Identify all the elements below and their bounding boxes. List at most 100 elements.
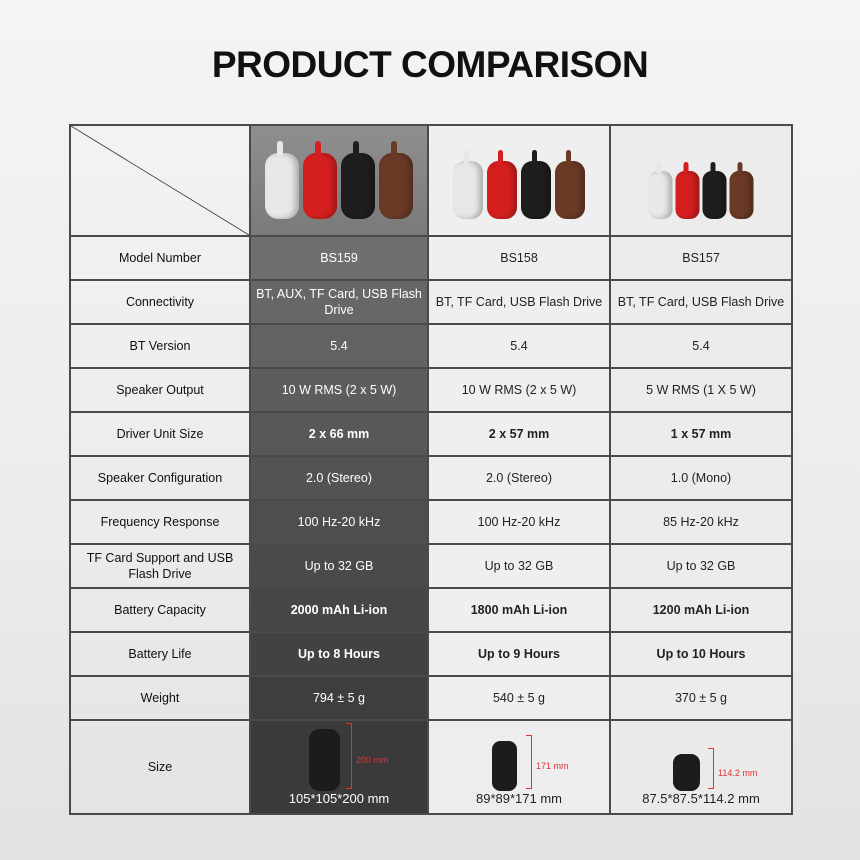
speaker-white — [265, 141, 299, 219]
table-row: Model Number BS159 BS158 BS157 — [69, 235, 793, 281]
speaker-brown — [555, 150, 585, 219]
speaker-brown — [729, 162, 754, 219]
speaker-black — [341, 141, 375, 219]
speaker-size-image: 114.2 mm — [646, 727, 758, 791]
table-row: BT Version 5.4 5.4 5.4 — [69, 323, 793, 369]
table-row: Driver Unit Size 2 x 66 mm 2 x 57 mm 1 x 57… — [69, 411, 793, 457]
corner-cell — [69, 124, 251, 237]
speaker-red — [487, 150, 517, 219]
table-row: Connectivity BT, AUX, TF Card, USB Flash … — [69, 279, 793, 325]
cell-value: 100 Hz-20 kHz — [249, 499, 429, 545]
table-row: Battery Life Up to 8 Hours Up to 9 Hours Up… — [69, 631, 793, 677]
cell-value: 2.0 (Stereo) — [427, 455, 611, 501]
row-label: Connectivity — [69, 279, 251, 325]
row-label: Size — [69, 719, 251, 815]
cell-value: Up to 32 GB — [427, 543, 611, 589]
cell-value: BT, TF Card, USB Flash Drive — [427, 279, 611, 325]
size-cell: 171 mm 89*89*171 mm — [427, 719, 611, 815]
speakers-image — [453, 144, 585, 219]
strap — [710, 162, 716, 174]
height-dimension-line — [346, 723, 352, 789]
black-speaker — [491, 741, 517, 791]
strap — [463, 150, 469, 165]
strap — [656, 162, 662, 174]
speaker-white — [453, 150, 483, 219]
strap — [390, 141, 397, 157]
row-label: Frequency Response — [69, 499, 251, 545]
cell-value: Up to 32 GB — [249, 543, 429, 589]
table-row: TF Card Support and USB Flash Drive Up to… — [69, 543, 793, 589]
cell-value: 5.4 — [427, 323, 611, 369]
speaker-black — [521, 150, 551, 219]
speakers-image — [648, 144, 754, 219]
cell-value: 2000 mAh Li-ion — [249, 587, 429, 633]
row-label: Model Number — [69, 235, 251, 281]
diagonal-line — [71, 126, 249, 235]
cell-value: BT, TF Card, USB Flash Drive — [609, 279, 793, 325]
strap — [565, 150, 571, 165]
cell-value: 370 ± 5 g — [609, 675, 793, 721]
speaker-size-image: 171 mm — [464, 727, 574, 791]
speaker-black — [702, 162, 727, 219]
cell-value: BS157 — [609, 235, 793, 281]
cell-value: 5.4 — [609, 323, 793, 369]
dimensions-text: 89*89*171 mm — [476, 791, 562, 806]
cell-value: BT, AUX, TF Card, USB Flash Drive — [249, 279, 429, 325]
row-label: TF Card Support and USB Flash Drive — [69, 543, 251, 589]
row-label: BT Version — [69, 323, 251, 369]
speaker-white — [648, 162, 673, 219]
cell-value: 100 Hz-20 kHz — [427, 499, 611, 545]
row-label: Speaker Configuration — [69, 455, 251, 501]
height-dimension-line — [526, 735, 532, 789]
height-label: 114.2 mm — [718, 767, 758, 778]
speaker-brown — [379, 141, 413, 219]
cell-value: 5 W RMS (1 X 5 W) — [609, 367, 793, 413]
size-row: Size 200 mm 105*105*200 mm 171 mm 89*89*… — [69, 719, 793, 815]
black-speaker — [308, 729, 340, 791]
strap — [276, 141, 283, 157]
speaker-red — [303, 141, 337, 219]
strap — [683, 162, 689, 174]
size-cell: 200 mm 105*105*200 mm — [249, 719, 429, 815]
cell-value: Up to 32 GB — [609, 543, 793, 589]
speaker-red — [675, 162, 700, 219]
cell-value: 2.0 (Stereo) — [249, 455, 429, 501]
cell-value: 540 ± 5 g — [427, 675, 611, 721]
cell-value: 10 W RMS (2 x 5 W) — [249, 367, 429, 413]
page-title: PRODUCT COMPARISON — [211, 44, 649, 85]
cell-value: 1 x 57 mm — [609, 411, 793, 457]
speakers-image — [265, 141, 413, 219]
dimensions-text: 87.5*87.5*114.2 mm — [642, 791, 760, 806]
strap — [314, 141, 321, 157]
row-label: Driver Unit Size — [69, 411, 251, 457]
cell-value: BS159 — [249, 235, 429, 281]
size-cell: 114.2 mm 87.5*87.5*114.2 mm — [609, 719, 793, 815]
cell-value: BS158 — [427, 235, 611, 281]
row-label: Weight — [69, 675, 251, 721]
cell-value: 5.4 — [249, 323, 429, 369]
strap — [737, 162, 743, 174]
table-row: Speaker Output 10 W RMS (2 x 5 W) 10 W RMS… — [69, 367, 793, 413]
product-image-bs158 — [427, 124, 611, 237]
cell-value: 1.0 (Mono) — [609, 455, 793, 501]
height-label: 200 mm — [356, 755, 389, 765]
cell-value: 2 x 57 mm — [427, 411, 611, 457]
product-image-bs157 — [609, 124, 793, 237]
header-row — [69, 124, 793, 237]
cell-value: 1800 mAh Li-ion — [427, 587, 611, 633]
cell-value: 794 ± 5 g — [249, 675, 429, 721]
dimensions-text: 105*105*200 mm — [288, 791, 390, 806]
table-row: Frequency Response 100 Hz-20 kHz 100 Hz-20… — [69, 499, 793, 545]
comparison-table: Model Number BS159 BS158 BS157 Connectivity B… — [69, 124, 793, 815]
height-label: 171 mm — [536, 761, 569, 771]
table-row: Weight 794 ± 5 g 540 ± 5 g 370 ± 5 g — [69, 675, 793, 721]
row-label: Battery Capacity — [69, 587, 251, 633]
strap — [531, 150, 537, 165]
cell-value: 1200 mAh Li-ion — [609, 587, 793, 633]
cell-value: 2 x 66 mm — [249, 411, 429, 457]
cell-value: 85 Hz-20 kHz — [609, 499, 793, 545]
black-speaker — [672, 754, 700, 791]
product-image-bs159 — [249, 124, 429, 237]
speaker-size-image: 200 mm — [284, 723, 394, 791]
strap — [352, 141, 359, 157]
